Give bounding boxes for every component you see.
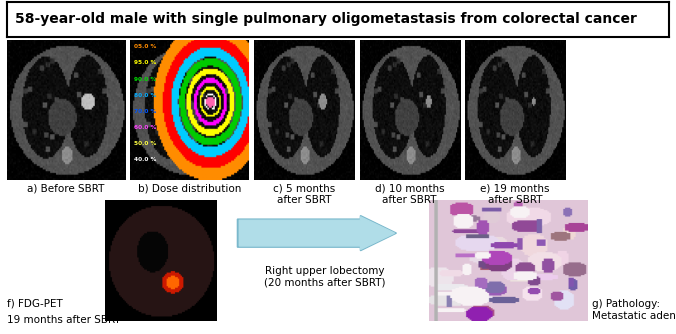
Text: 58-year-old male with single pulmonary oligometastasis from colorectal cancer: 58-year-old male with single pulmonary o… (15, 12, 637, 26)
Text: e) 19 months
after SBRT: e) 19 months after SBRT (481, 184, 550, 205)
Text: 19 months after SBRT: 19 months after SBRT (7, 315, 120, 325)
Text: c) 5 months
after SBRT: c) 5 months after SBRT (273, 184, 335, 205)
Text: 90.0 %: 90.0 % (134, 76, 156, 81)
FancyArrow shape (237, 216, 396, 250)
Text: 95.0 %: 95.0 % (134, 60, 156, 65)
Text: 80.0 %: 80.0 % (134, 93, 156, 98)
Text: g) Pathology:
Metastatic adenocarcinoma: g) Pathology: Metastatic adenocarcinoma (592, 299, 676, 321)
Text: 05.0 %: 05.0 % (134, 44, 156, 49)
Text: 60.0 %: 60.0 % (134, 125, 156, 130)
Text: 40.0 %: 40.0 % (134, 157, 156, 162)
Text: b) Dose distribution: b) Dose distribution (138, 184, 241, 194)
FancyArrow shape (239, 217, 395, 249)
Text: a) Before SBRT: a) Before SBRT (27, 184, 105, 194)
Text: f) FDG-PET: f) FDG-PET (7, 299, 62, 309)
Text: 50.0 %: 50.0 % (134, 141, 156, 146)
Text: 70.0 %: 70.0 % (134, 109, 156, 114)
Text: d) 10 months
after SBRT: d) 10 months after SBRT (375, 184, 444, 205)
Text: Right upper lobectomy
(20 months after SBRT): Right upper lobectomy (20 months after S… (264, 266, 385, 288)
